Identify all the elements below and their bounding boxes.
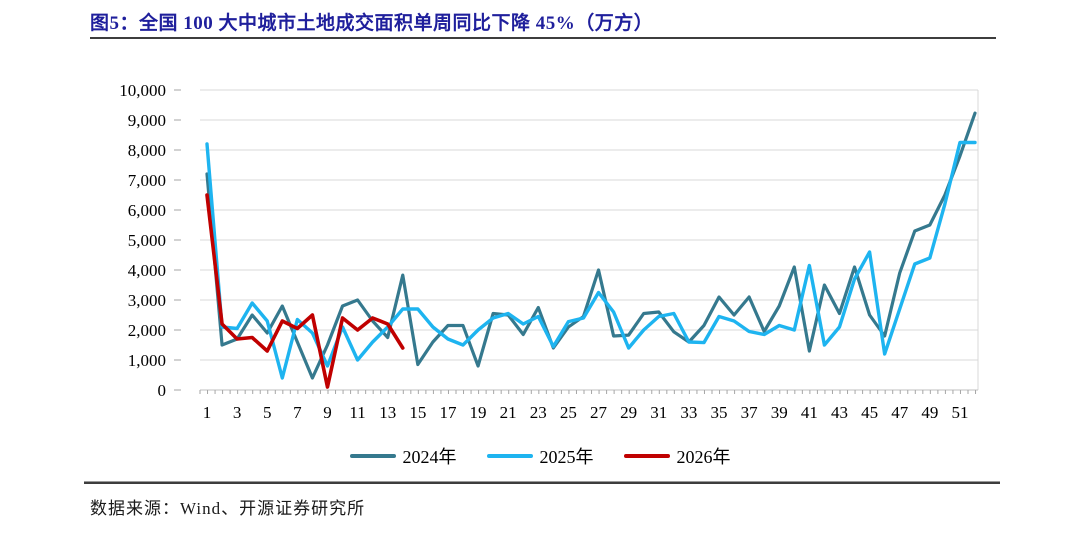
y-axis-label: 9,000 [128,111,166,130]
x-axis-label: 11 [349,403,365,422]
series-line-2026年 [205,193,405,389]
x-axis-label: 29 [620,403,637,422]
legend-label-2024: 2024年 [402,447,457,467]
x-axis-label: 41 [801,403,818,422]
legend-item-2026: 2026年 [623,443,731,469]
legend-swatch-2024 [349,454,396,458]
title-divider [90,37,996,39]
x-axis-label: 43 [831,403,848,422]
x-axis-label: 37 [741,403,759,422]
x-axis-label: 49 [921,403,938,422]
x-axis-label: 25 [560,403,577,422]
x-axis-label: 19 [470,403,487,422]
x-axis-label: 3 [233,403,242,422]
legend-label-2026: 2026年 [676,447,731,467]
legend-swatch-2025 [486,454,533,458]
x-axis-label: 5 [263,403,272,422]
x-axis-label: 27 [590,403,608,422]
legend-swatch-2026 [623,454,670,458]
x-axis-label: 33 [680,403,697,422]
y-axis-label: 4,000 [128,261,166,280]
x-axis-label: 51 [951,403,968,422]
figure-title: 图5：全国 100 大中城市土地成交面积单周同比下降 45%（万方） [90,13,654,34]
x-axis-label: 47 [891,403,909,422]
data-source: 数据来源：Wind、开源证券研究所 [90,499,366,518]
x-axis-label: 35 [711,403,728,422]
y-axis-label: 8,000 [128,141,166,160]
x-axis-label: 31 [650,403,667,422]
line-chart-plot: 0 1,000 2,000 3,000 4,000 5,000 6,000 7,000 8,00… [119,81,979,422]
y-axis-label: 0 [158,381,167,400]
x-axis-label: 13 [379,403,396,422]
legend-label-2025: 2025年 [539,447,594,467]
y-axis-label: 10,000 [119,81,166,100]
y-axis-label: 1,000 [128,351,166,370]
series-line-2024年 [205,111,977,380]
legend-item-2025: 2025年 [486,443,594,469]
series-line-2025年 [205,140,977,380]
chart-legend: 2024年 2025年 2026年 [0,443,1080,469]
x-axis-label: 17 [439,403,457,422]
x-axis-label: 45 [861,403,878,422]
legend-item-2024: 2024年 [349,443,457,469]
y-axis-label: 7,000 [128,171,166,190]
footer-divider [84,481,1000,484]
x-axis-label: 9 [323,403,332,422]
x-axis-label: 7 [293,403,302,422]
x-axis-label: 39 [771,403,788,422]
y-axis-label: 3,000 [128,291,166,310]
y-axis-label: 6,000 [128,201,166,220]
y-axis-label: 5,000 [128,231,166,250]
x-axis-label: 23 [530,403,547,422]
y-axis-label: 2,000 [128,321,166,340]
x-axis-label: 21 [500,403,517,422]
x-axis-label: 1 [203,403,212,422]
x-axis-label: 15 [409,403,426,422]
